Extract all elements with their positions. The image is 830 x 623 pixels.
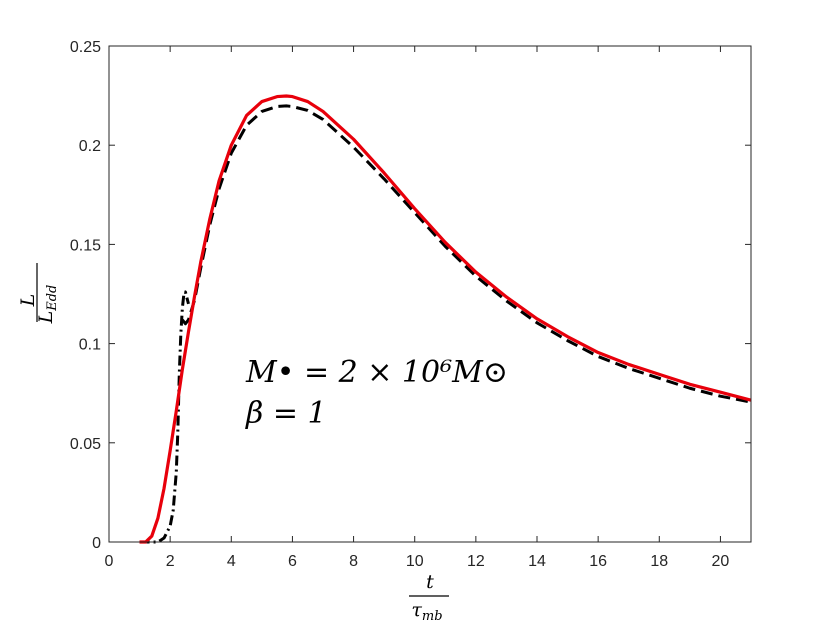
x-tick-label: 16 <box>589 553 607 570</box>
plot-area <box>109 46 751 542</box>
axes-box <box>108 45 752 543</box>
x-axis-label: t τmb <box>409 571 449 623</box>
series-line-solid <box>139 94 752 544</box>
y-axis-label: L LEdd <box>17 263 60 324</box>
y-axis-label-denominator: LEdd <box>35 285 60 325</box>
x-tick-label: 6 <box>288 553 297 570</box>
axes-layer: 0 2 4 6 8 10 12 14 16 18 20 0 0.05 0.1 0.15 0.2 0.25 <box>70 39 752 570</box>
x-tick-label: 2 <box>166 553 175 570</box>
x-axis-label-denominator-base: τ <box>411 599 422 621</box>
x-tick-label: 14 <box>528 553 546 570</box>
x-tick-label: 20 <box>712 553 730 570</box>
series-line-dashdot <box>139 290 190 544</box>
y-tick-label: 0.2 <box>79 138 101 155</box>
y-tick-label: 0 <box>92 535 101 552</box>
x-axis-label-numerator: t <box>426 571 434 593</box>
x-tick-label: 8 <box>349 553 358 570</box>
annotation-beta: β = 1 <box>245 396 327 431</box>
annotation: M• = 2 × 10⁶M⊙ β = 1 <box>245 355 508 431</box>
y-axis-label-denominator-sub: Edd <box>45 285 60 312</box>
y-tick-label: 0.1 <box>79 337 101 354</box>
y-tick-label: 0.05 <box>70 436 101 453</box>
y-axis-label-denominator-base: L <box>35 311 57 325</box>
series-layer <box>139 94 752 544</box>
annotation-mass: M• = 2 × 10⁶M⊙ <box>245 355 508 390</box>
x-axis-label-denominator: τmb <box>411 599 442 623</box>
y-axis-label-numerator: L <box>17 294 39 308</box>
y-tick-label: 0.25 <box>70 39 101 56</box>
x-tick-label: 0 <box>105 553 114 570</box>
x-tick-label: 10 <box>406 553 424 570</box>
x-tick-label: 12 <box>467 553 485 570</box>
x-axis-label-denominator-sub: mb <box>422 609 443 623</box>
x-tick-label: 4 <box>227 553 236 570</box>
x-tick-label: 18 <box>650 553 668 570</box>
y-tick-label: 0.15 <box>70 237 101 254</box>
